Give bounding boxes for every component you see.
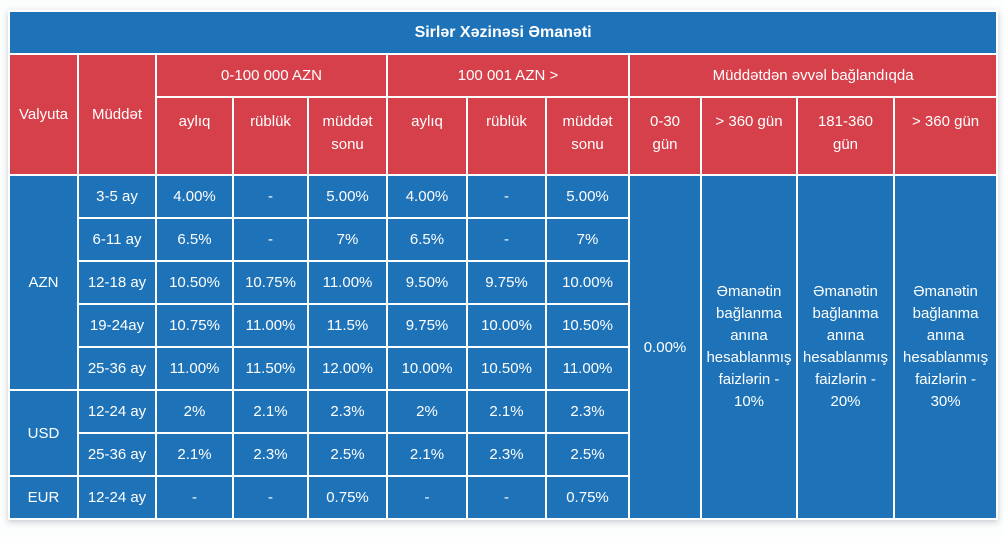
rate-cell: 2.5% <box>545 432 630 477</box>
rate-cell: 2.5% <box>307 432 388 477</box>
rate-cell: 9.50% <box>386 260 468 305</box>
rate-cell: 10.00% <box>466 303 547 348</box>
column-header-term: Müddət <box>77 53 157 176</box>
subheader-end-of-term-small: müddət sonu <box>307 96 388 176</box>
rate-cell: 0.75% <box>307 475 388 520</box>
table-row: AZN 3-5 ay 4.00% - 5.00% 4.00% - 5.00% 0… <box>8 174 999 520</box>
rate-cell: 5.00% <box>307 174 388 219</box>
rate-cell: - <box>232 217 309 262</box>
deposit-rates-table: Sirlər Xəzinəsi Əmanəti Valyuta Müddət 0… <box>7 10 999 520</box>
rate-cell: 10.50% <box>155 260 234 305</box>
rate-cell: 9.75% <box>386 303 468 348</box>
subheader-181-360-days: 181-360 gün <box>796 96 895 176</box>
table-row: EUR 12-24 ay - - 0.75% - - 0.75% <box>8 475 997 520</box>
table-title-row: Sirlər Xəzinəsi Əmanəti <box>7 10 999 55</box>
group-header-large-amount: 100 001 AZN > <box>386 53 630 98</box>
rate-cell: 11.00% <box>232 303 309 348</box>
page-title: Sirlər Xəzinəsi Əmanəti <box>7 10 999 55</box>
table-row: 25-36 ay 11.00% 11.50% 12.00% 10.00% 10.… <box>9 346 997 391</box>
rate-cell: 10.00% <box>545 260 630 305</box>
header-group-row: Valyuta Müddət 0-100 000 AZN 100 001 AZN… <box>8 53 999 176</box>
rate-cell: 4.00% <box>155 174 234 219</box>
rate-cell: 9.75% <box>466 260 547 305</box>
subheader-quarterly-small: rüblük <box>232 96 309 176</box>
rate-cell: 4.00% <box>386 174 468 219</box>
rate-cell: 7% <box>545 217 630 262</box>
subheader-monthly-small: aylıq <box>155 96 234 176</box>
subheader-over-360-days-a: > 360 gün <box>700 96 798 176</box>
early-termination-penalty-20-cell: Əmanətin bağlanma anına hesablanmış faiz… <box>796 174 895 520</box>
rate-cell: 0.75% <box>545 475 630 520</box>
early-termination-0-30-cell: 0.00% <box>628 174 702 520</box>
term-cell: 6-11 ay <box>77 217 157 262</box>
rate-cell: 2.1% <box>155 432 234 477</box>
rate-cell: 6.5% <box>386 217 468 262</box>
rate-cell: 7% <box>307 217 388 262</box>
subheader-over-360-days-b: > 360 gün <box>892 96 999 176</box>
rate-cell: 2.3% <box>466 432 547 477</box>
subheader-end-of-term-large: müddət sonu <box>545 96 630 176</box>
term-cell: 19-24ay <box>77 303 157 348</box>
rate-cell: 10.00% <box>386 346 468 391</box>
rate-cell: 5.00% <box>545 174 630 219</box>
currency-cell-azn: AZN <box>8 174 79 391</box>
header-subcolumn-row: aylıq rüblük müddət sonu aylıq rüblük mü… <box>9 96 999 176</box>
early-termination-penalty-30-cell: Əmanətin bağlanma anına hesablanmış faiz… <box>892 174 999 520</box>
rate-cell: 2.1% <box>466 389 547 434</box>
rate-cell: - <box>232 174 309 219</box>
rate-cell: 12.00% <box>307 346 388 391</box>
rate-cell: 10.50% <box>545 303 630 348</box>
rate-cell: 11.00% <box>545 346 630 391</box>
term-cell: 12-18 ay <box>77 260 157 305</box>
subheader-0-30-days: 0-30 gün <box>628 96 702 176</box>
term-cell: 25-36 ay <box>77 346 157 391</box>
table-row: 19-24ay 10.75% 11.00% 11.5% 9.75% 10.00%… <box>9 303 997 348</box>
rate-cell: 2.3% <box>307 389 388 434</box>
term-cell: 12-24 ay <box>77 389 157 434</box>
rate-cell: 2.3% <box>545 389 630 434</box>
group-header-early-termination: Müddətdən əvvəl bağlandıqda <box>627 53 999 98</box>
rate-cell: 11.50% <box>232 346 309 391</box>
rate-cell: - <box>466 475 547 520</box>
rate-cell: - <box>466 174 547 219</box>
table-row: USD 12-24 ay 2% 2.1% 2.3% 2% 2.1% 2.3% <box>8 389 997 477</box>
rate-cell: 11.00% <box>307 260 388 305</box>
rate-cell: 6.5% <box>155 217 234 262</box>
early-termination-penalty-10-cell: Əmanətin bağlanma anına hesablanmış faiz… <box>700 174 798 520</box>
rate-cell: 2% <box>155 389 234 434</box>
rate-cell: 10.50% <box>466 346 547 391</box>
rate-cell: 10.75% <box>232 260 309 305</box>
rate-cell: 2.1% <box>232 389 309 434</box>
column-header-currency: Valyuta <box>8 53 79 176</box>
currency-cell-usd: USD <box>8 389 79 477</box>
group-header-small-amount: 0-100 000 AZN <box>155 53 388 98</box>
rate-cell: 10.75% <box>155 303 234 348</box>
subheader-quarterly-large: rüblük <box>466 96 547 176</box>
rate-cell: - <box>466 217 547 262</box>
rate-cell: 2.1% <box>386 432 468 477</box>
rate-cell: - <box>232 475 309 520</box>
rate-cell: 11.5% <box>307 303 388 348</box>
term-cell: 12-24 ay <box>77 475 157 520</box>
term-cell: 3-5 ay <box>77 174 157 219</box>
table-row: 6-11 ay 6.5% - 7% 6.5% - 7% <box>9 217 997 262</box>
rate-cell: - <box>386 475 468 520</box>
rate-cell: 11.00% <box>155 346 234 391</box>
table-row: 12-18 ay 10.50% 10.75% 11.00% 9.50% 9.75… <box>9 260 997 305</box>
rate-cell: - <box>155 475 234 520</box>
term-cell: 25-36 ay <box>77 432 157 477</box>
rate-cell: 2% <box>386 389 468 434</box>
rate-cell: 2.3% <box>232 432 309 477</box>
subheader-monthly-large: aylıq <box>386 96 468 176</box>
currency-cell-eur: EUR <box>8 475 79 520</box>
table-row: 25-36 ay 2.1% 2.3% 2.5% 2.1% 2.3% 2.5% <box>9 432 997 477</box>
